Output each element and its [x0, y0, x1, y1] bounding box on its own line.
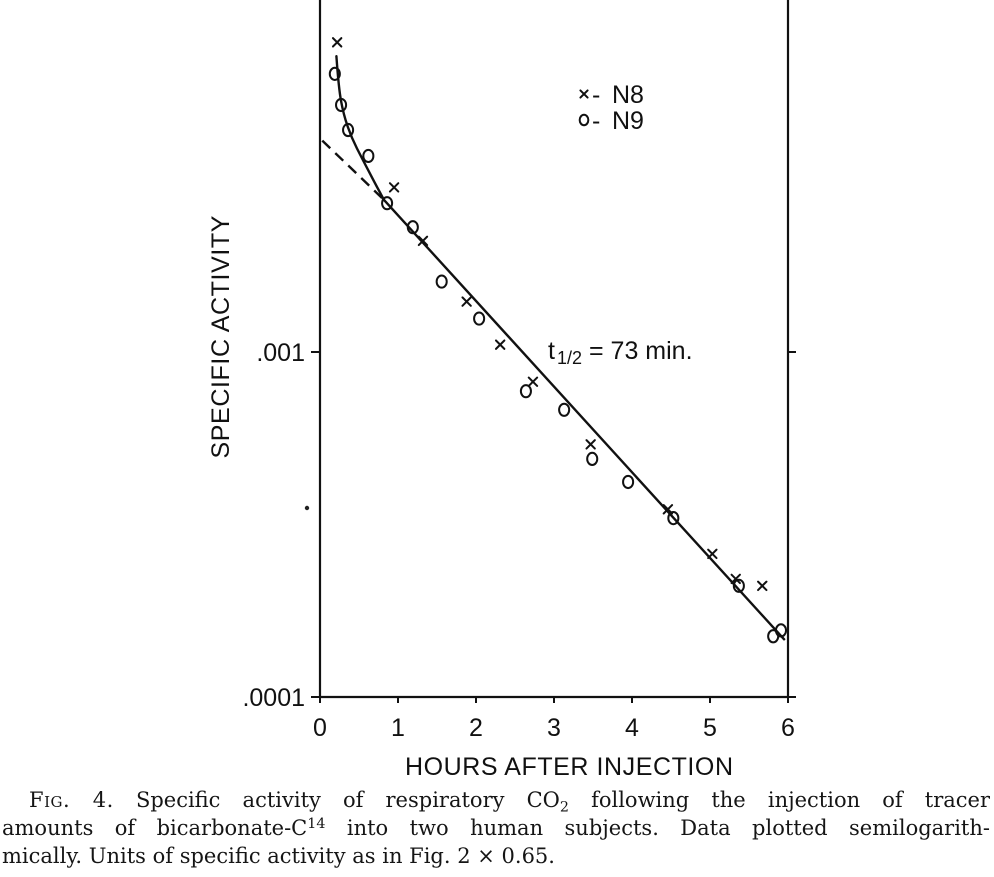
n9-point — [406, 220, 419, 235]
n9-point — [342, 122, 355, 138]
x-tick-label: 3 — [547, 714, 561, 742]
chart: .001 .0001 0 1 2 3 4 5 6 - N8- N9 SPECIFIC ACTIVIT… — [207, 0, 796, 781]
legend-separator: - — [592, 81, 600, 109]
caption-text: mically. Units of specific activity as i… — [2, 844, 555, 868]
caption-subscript: 2 — [559, 799, 569, 816]
legend: - N8- N9 — [578, 81, 644, 135]
caption-text: following the injection of tracer — [591, 788, 990, 812]
x-tick-label: 2 — [469, 714, 483, 742]
n9-point — [473, 311, 486, 326]
y-tick-label: .0001 — [242, 684, 305, 712]
legend-marker-n9 — [578, 113, 590, 127]
x-tick-label: 1 — [391, 714, 405, 742]
n9-point — [519, 384, 532, 399]
n9-point — [732, 578, 745, 593]
data-points — [328, 37, 788, 644]
half-life-annotation: t 1/2 = 73 min. — [548, 337, 693, 368]
caption-line-1: Fig. 4. Specific activity of respiratory… — [2, 786, 990, 814]
x-tick-label: 6 — [781, 714, 795, 742]
legend-label: N9 — [612, 107, 644, 135]
plot-axes: .001 .0001 0 1 2 3 4 5 6 — [242, 0, 796, 742]
n8-point — [331, 37, 343, 48]
ink-speck — [304, 505, 310, 511]
n9-point — [586, 451, 599, 466]
y-axis-label: SPECIFIC ACTIVITY — [207, 215, 235, 458]
x-tick-label: 4 — [625, 714, 639, 742]
figure-caption: Fig. 4. Specific activity of respiratory… — [2, 786, 990, 874]
x-tick-label: 0 — [313, 714, 327, 742]
caption-text: amounts of bicarbonate-C — [2, 816, 308, 840]
n9-point — [558, 402, 571, 417]
n9-point — [622, 474, 635, 490]
fit-line-solid — [382, 198, 786, 641]
half-life-subscript: 1/2 — [557, 348, 582, 368]
n9-point — [362, 148, 375, 164]
legend-label: N8 — [612, 81, 644, 109]
n8-point — [757, 580, 768, 592]
n9-point — [328, 66, 341, 81]
x-tick-label: 5 — [703, 714, 717, 742]
legend-item-n8: - N8 — [579, 81, 644, 109]
caption-superscript: 14 — [307, 815, 326, 832]
caption-line-2: amounts of bicarbonate-C14 into two huma… — [2, 814, 990, 842]
caption-figure-label: Fig. 4. — [29, 788, 114, 812]
n9-point — [667, 511, 680, 526]
n9-point — [335, 97, 348, 113]
n8-point — [527, 376, 539, 387]
y-tick-label: .001 — [256, 339, 305, 367]
n9-point — [774, 623, 788, 638]
x-axis-label: HOURS AFTER INJECTION — [405, 753, 733, 781]
fit-line-dashed — [321, 139, 385, 201]
half-life-symbol: t — [548, 337, 555, 365]
legend-item-n9: - N9 — [578, 107, 644, 135]
caption-text: into two human subjects. Data plotted se… — [346, 816, 990, 840]
n9-point — [435, 274, 448, 289]
n8-point — [461, 296, 472, 307]
n8-point — [585, 439, 596, 450]
n8-point — [730, 573, 741, 585]
legend-separator: - — [592, 107, 600, 135]
legend-marker-n8 — [579, 89, 589, 99]
n9-point — [381, 196, 394, 211]
n8-point — [417, 235, 429, 247]
caption-text: Specific activity of respiratory CO — [135, 788, 560, 812]
n8-point — [388, 182, 400, 193]
n8-point — [494, 339, 506, 350]
n8-point — [707, 548, 718, 560]
half-life-value: = 73 min. — [589, 337, 693, 365]
caption-line-3: mically. Units of specific activity as i… — [2, 842, 990, 870]
